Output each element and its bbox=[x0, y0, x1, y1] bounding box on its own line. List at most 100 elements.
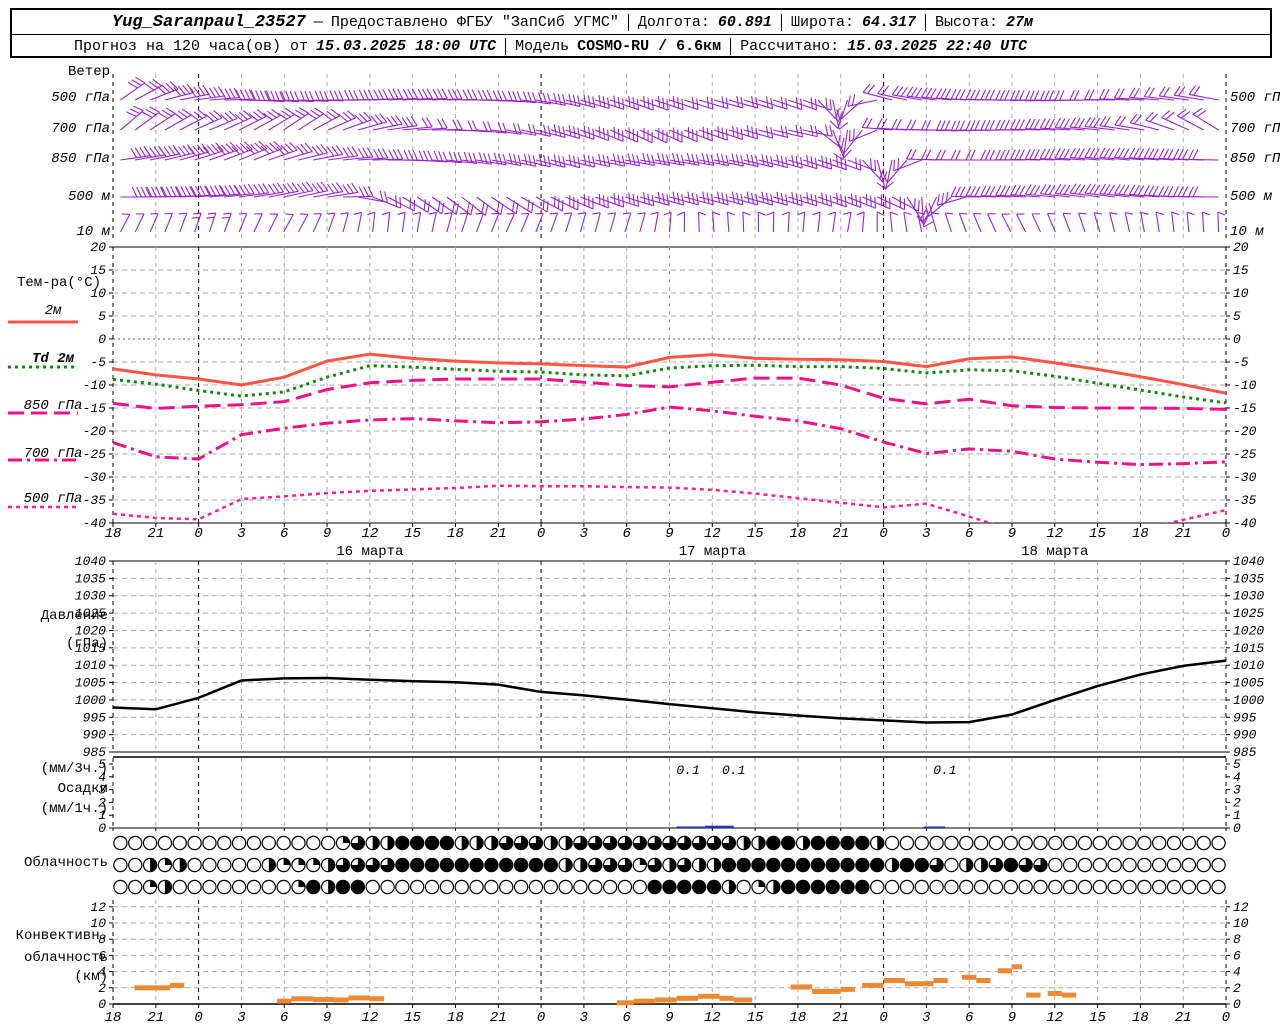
convective-bar bbox=[840, 986, 855, 992]
svg-text:990: 990 bbox=[83, 728, 107, 743]
convective-bar bbox=[348, 995, 370, 1001]
svg-text:4: 4 bbox=[1233, 770, 1241, 785]
svg-text:-5: -5 bbox=[90, 355, 106, 370]
convective-bar bbox=[883, 978, 905, 984]
svg-text:18: 18 bbox=[447, 526, 464, 542]
svg-text:3: 3 bbox=[922, 526, 930, 542]
pressure-chart: 1040 1040 1035 1035 1030 1030 1025 1025 1020 1020… bbox=[75, 554, 1265, 760]
convective-title-3: (км) bbox=[74, 969, 108, 985]
svg-text:18: 18 bbox=[1132, 526, 1149, 542]
svg-text:21: 21 bbox=[147, 526, 164, 542]
svg-text:10: 10 bbox=[1233, 286, 1249, 301]
precip-bar bbox=[676, 826, 706, 828]
convective-bar bbox=[976, 978, 991, 984]
svg-text:18: 18 bbox=[790, 1010, 807, 1024]
convective-bar bbox=[676, 995, 699, 1001]
wind-barb-row-1 bbox=[120, 105, 1219, 161]
svg-text:15: 15 bbox=[404, 1010, 421, 1024]
svg-text:8: 8 bbox=[98, 932, 106, 947]
svg-text:3: 3 bbox=[922, 1010, 930, 1024]
temp-legend-td2m: Td 2м bbox=[31, 351, 74, 367]
precip-unit-3h: (мм/3ч.) bbox=[40, 761, 108, 777]
svg-text:2: 2 bbox=[1233, 981, 1241, 996]
svg-text:1035: 1035 bbox=[1233, 571, 1264, 586]
svg-text:10: 10 bbox=[90, 286, 106, 301]
svg-text:18: 18 bbox=[105, 526, 122, 542]
svg-text:1000: 1000 bbox=[1233, 693, 1264, 708]
temp-series-0 bbox=[113, 352, 1226, 395]
svg-text:6: 6 bbox=[622, 1010, 630, 1024]
temp-legend-2m: 2м bbox=[44, 303, 62, 319]
cloud-row-0 bbox=[113, 835, 1226, 851]
svg-text:995: 995 bbox=[83, 710, 107, 725]
svg-text:-10: -10 bbox=[1233, 378, 1257, 393]
svg-text:15: 15 bbox=[747, 526, 764, 542]
svg-text:0: 0 bbox=[1222, 1010, 1230, 1024]
svg-text:10: 10 bbox=[90, 916, 106, 931]
calc-time: 15.03.2025 22:40 UTC bbox=[847, 38, 1028, 55]
svg-text:3: 3 bbox=[580, 1010, 588, 1024]
svg-text:1035: 1035 bbox=[75, 571, 106, 586]
svg-text:1040: 1040 bbox=[75, 554, 106, 569]
svg-text:1000: 1000 bbox=[75, 693, 106, 708]
svg-text:-20: -20 bbox=[1233, 424, 1257, 439]
svg-text:-35: -35 bbox=[1233, 493, 1257, 508]
svg-text:3: 3 bbox=[237, 526, 245, 542]
header-box: Yug_Saranpaul_23527 — Предоставлено ФГБУ… bbox=[10, 8, 1272, 58]
svg-text:-30: -30 bbox=[83, 470, 107, 485]
model-name: COSMO-RU / 6.6км bbox=[577, 38, 722, 55]
wind-level-850hpa-right: 850 гПа bbox=[1230, 151, 1280, 167]
svg-text:1010: 1010 bbox=[75, 658, 106, 673]
convective-bar bbox=[134, 985, 171, 991]
wind-barb-row-4 bbox=[119, 211, 1226, 233]
svg-text:21: 21 bbox=[490, 526, 507, 542]
convective-bar bbox=[655, 997, 677, 1003]
precipitation-chart: 5 54 43 32 21 10 00.1 0.1 0.1 bbox=[98, 756, 1241, 836]
convective-bar bbox=[719, 995, 734, 1001]
temp-legend-700hpa: 700 гПа bbox=[23, 446, 83, 462]
svg-text:-15: -15 bbox=[1233, 401, 1257, 416]
svg-text:1: 1 bbox=[1233, 808, 1241, 823]
svg-text:12: 12 bbox=[90, 900, 106, 915]
svg-text:1015: 1015 bbox=[1233, 641, 1264, 656]
svg-text:-30: -30 bbox=[1233, 470, 1257, 485]
svg-text:1030: 1030 bbox=[75, 589, 106, 604]
convective-bar bbox=[334, 997, 349, 1003]
wind-level-700hpa-right: 700 гПа bbox=[1230, 121, 1280, 137]
svg-text:0: 0 bbox=[194, 526, 202, 542]
svg-text:0: 0 bbox=[194, 1010, 202, 1024]
svg-text:1025: 1025 bbox=[1233, 606, 1264, 621]
svg-text:15: 15 bbox=[1089, 526, 1106, 542]
svg-text:15: 15 bbox=[1233, 263, 1249, 278]
precip-bar bbox=[923, 826, 945, 828]
wind-level-700hpa-left: 700 гПа bbox=[51, 121, 110, 137]
svg-text:17 марта: 17 марта bbox=[679, 544, 746, 560]
svg-text:12: 12 bbox=[704, 1010, 721, 1024]
svg-text:6: 6 bbox=[280, 526, 288, 542]
svg-text:21: 21 bbox=[147, 1010, 164, 1024]
convective-bar bbox=[633, 998, 656, 1004]
svg-text:990: 990 bbox=[1233, 728, 1257, 743]
header-row-2: Прогноз на 120 часа(ов) от 15.03.2025 18… bbox=[12, 35, 1270, 58]
svg-text:9: 9 bbox=[1008, 1010, 1016, 1024]
svg-text:6: 6 bbox=[280, 1010, 288, 1024]
convective-title-1: Конвективн. bbox=[15, 928, 108, 944]
svg-text:20: 20 bbox=[1233, 240, 1249, 255]
svg-text:12: 12 bbox=[1046, 1010, 1063, 1024]
temp-series-1 bbox=[113, 363, 1226, 405]
svg-text:0.1: 0.1 bbox=[933, 763, 956, 778]
svg-text:4: 4 bbox=[98, 965, 106, 980]
svg-text:9: 9 bbox=[665, 1010, 673, 1024]
convective-bar bbox=[170, 982, 185, 988]
svg-text:18: 18 bbox=[447, 1010, 464, 1024]
svg-text:1025: 1025 bbox=[75, 606, 106, 621]
wind-level-10m-left: 10 м bbox=[76, 224, 110, 240]
convective-bar bbox=[291, 996, 313, 1002]
convective-bar bbox=[312, 997, 335, 1003]
svg-text:0.1: 0.1 bbox=[722, 763, 745, 778]
svg-text:-10: -10 bbox=[83, 378, 107, 393]
precip-unit-1h: (мм/1ч.) bbox=[40, 801, 108, 817]
wind-level-500hpa-right: 500 гПа bbox=[1230, 90, 1280, 106]
svg-text:8: 8 bbox=[1233, 932, 1241, 947]
